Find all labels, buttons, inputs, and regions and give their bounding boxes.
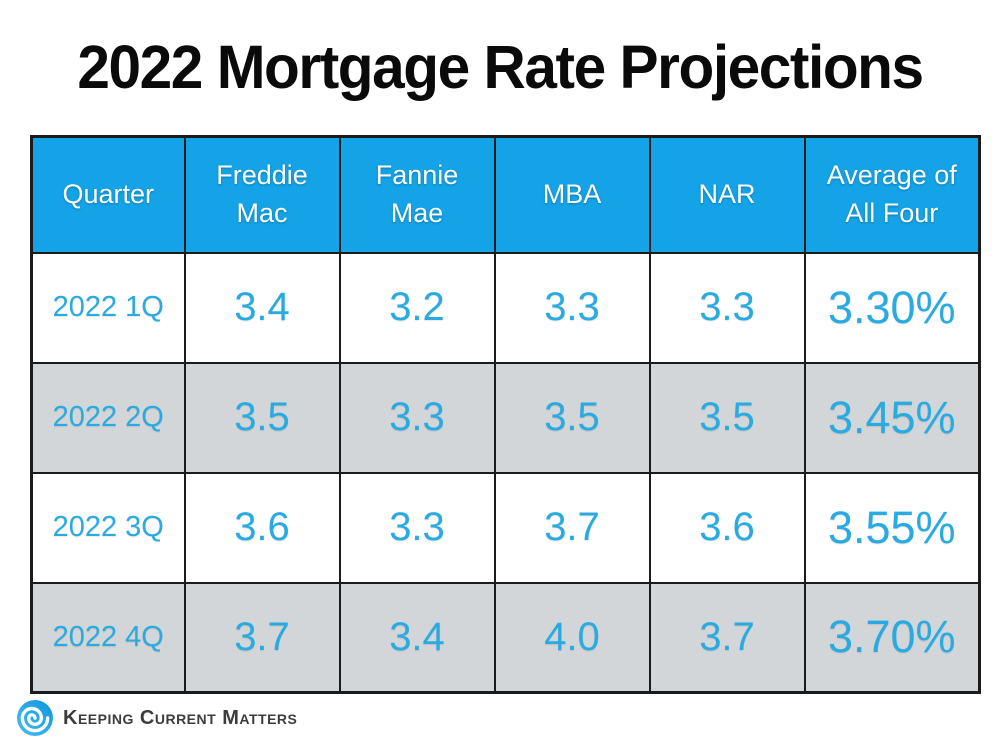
mortgage-rate-table: Quarter Freddie Mac Fannie Mae MBA NAR A… — [30, 135, 981, 694]
quarter-cell: 2022 3Q — [30, 471, 186, 584]
table-row: 2022 1Q 3.4 3.2 3.3 3.3 3.30% — [30, 251, 981, 364]
header-row: Quarter Freddie Mac Fannie Mae MBA NAR A… — [30, 135, 981, 254]
table-row: 2022 2Q 3.5 3.3 3.5 3.5 3.45% — [30, 361, 981, 474]
fannie-mae-cell: 3.3 — [338, 471, 496, 584]
page-title: 2022 Mortgage Rate Projections — [77, 33, 924, 101]
average-cell: 3.45% — [803, 361, 981, 474]
average-cell: 3.70% — [803, 581, 981, 694]
quarter-cell: 2022 1Q — [30, 251, 186, 364]
nar-cell: 3.6 — [648, 471, 806, 584]
freddie-mac-cell: 3.6 — [183, 471, 341, 584]
column-header-average: Average of All Four — [803, 135, 981, 254]
average-cell: 3.30% — [803, 251, 981, 364]
average-cell: 3.55% — [803, 471, 981, 584]
quarter-cell: 2022 4Q — [30, 581, 186, 694]
freddie-mac-cell: 3.4 — [183, 251, 341, 364]
column-header-nar: NAR — [648, 135, 806, 254]
mba-cell: 3.3 — [493, 251, 651, 364]
mba-cell: 4.0 — [493, 581, 651, 694]
brand-name: Keeping Current Matters — [63, 706, 298, 729]
brand-footer: Keeping Current Matters — [16, 699, 297, 737]
kcm-swirl-icon — [17, 700, 53, 736]
column-header-fannie-mae: Fannie Mae — [338, 135, 496, 254]
column-header-freddie-mac: Freddie Mac — [183, 135, 341, 254]
freddie-mac-cell: 3.7 — [183, 581, 341, 694]
column-header-mba: MBA — [493, 135, 651, 254]
table-row: 2022 4Q 3.7 3.4 4.0 3.7 3.70% — [30, 581, 981, 694]
column-header-quarter: Quarter — [30, 135, 186, 254]
nar-cell: 3.7 — [648, 581, 806, 694]
freddie-mac-cell: 3.5 — [183, 361, 341, 474]
mba-cell: 3.5 — [493, 361, 651, 474]
quarter-cell: 2022 2Q — [30, 361, 186, 474]
fannie-mae-cell: 3.3 — [338, 361, 496, 474]
nar-cell: 3.5 — [648, 361, 806, 474]
mba-cell: 3.7 — [493, 471, 651, 584]
nar-cell: 3.3 — [648, 251, 806, 364]
fannie-mae-cell: 3.4 — [338, 581, 496, 694]
table-row: 2022 3Q 3.6 3.3 3.7 3.6 3.55% — [30, 471, 981, 584]
fannie-mae-cell: 3.2 — [338, 251, 496, 364]
